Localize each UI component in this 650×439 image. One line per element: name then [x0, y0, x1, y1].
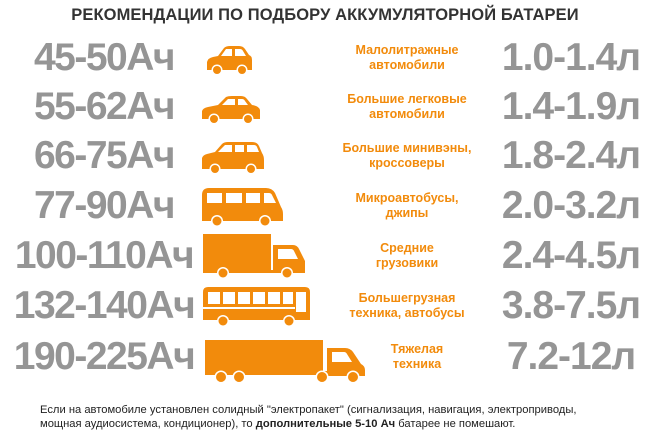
- vehicle-class-line1: Тяжелая: [390, 342, 444, 356]
- vehicle-class: Микроавтобусы, джипы: [322, 181, 492, 231]
- engine-volume: 1.0-1.4л: [501, 36, 641, 79]
- engine-volume: 7.2-12л: [506, 335, 636, 378]
- recommendation-row: 190-225Ач Тяжелая техника 7.2-12л: [0, 332, 650, 384]
- capacity-value: 66-75Ач: [33, 134, 176, 177]
- footnote: Если на автомобиле установлен солидный "…: [40, 403, 620, 431]
- footnote-line2: мощная аудиосистема, кондиционер), то до…: [40, 417, 620, 431]
- recommendation-row: 132-140Ач Большегрузная техника, автобус…: [0, 281, 650, 331]
- vehicle-class: Малолитражные автомобили: [322, 33, 492, 83]
- vehicle-class-line2: кроссоверы: [369, 156, 445, 170]
- vehicle-class: Большегрузная техника, автобусы: [322, 281, 492, 331]
- capacity-value: 55-62Ач: [33, 85, 176, 128]
- engine-volume: 1.8-2.4л: [501, 134, 641, 177]
- vehicle-class-line2: автомобили: [369, 58, 445, 72]
- capacity-value: 190-225Ач: [13, 335, 196, 378]
- footnote-line2-prefix: мощная аудиосистема, кондиционер), то: [40, 418, 256, 430]
- capacity-value: 77-90Ач: [33, 184, 176, 227]
- recommendation-row: 100-110Ач Средние грузовики 2.4-4.5л: [0, 231, 650, 281]
- recommendation-row: 45-50Ач Малолитражные автомобили 1.0-1.4…: [0, 33, 650, 83]
- semi-truck-icon: [203, 332, 381, 384]
- vehicle-class: Большие легковые автомобили: [322, 82, 492, 132]
- vehicle-class-line2: джипы: [385, 206, 429, 220]
- engine-volume: 3.8-7.5л: [501, 284, 641, 327]
- capacity-value: 100-110Ач: [14, 234, 195, 277]
- page-title: РЕКОМЕНДАЦИИ ПО ПОДБОРУ АККУМУЛЯТОРНОЙ Б…: [71, 6, 579, 24]
- recommendation-row: 55-62Ач Большие легковые автомобили 1.4-…: [0, 82, 650, 132]
- minivan-icon: [199, 131, 267, 181]
- truck-icon: [201, 231, 309, 281]
- capacity-value: 45-50Ач: [33, 36, 176, 79]
- engine-volume: 2.4-4.5л: [501, 234, 641, 277]
- footnote-line2-suffix: батарее не помешают.: [395, 418, 516, 430]
- vehicle-class-line2: техника: [392, 357, 442, 371]
- vehicle-class: Большие минивэны, кроссоверы: [322, 131, 492, 181]
- microbus-icon: [198, 181, 286, 231]
- vehicle-class-line2: грузовики: [375, 256, 439, 270]
- vehicle-class: Тяжелая техника: [332, 332, 502, 382]
- recommendation-row: 77-90Ач Микроавтобусы, джипы 2.0-3.2л: [0, 181, 650, 231]
- vehicle-class-line2: техника, автобусы: [349, 306, 465, 320]
- vehicle-class-line1: Средние: [380, 241, 434, 255]
- sedan-icon: [199, 82, 263, 132]
- vehicle-class-line1: Большие легковые: [347, 92, 467, 106]
- engine-volume: 2.0-3.2л: [501, 184, 641, 227]
- recommendation-row: 66-75Ач Большие минивэны, кроссоверы 1.8…: [0, 131, 650, 181]
- small-car-icon: [203, 33, 255, 83]
- vehicle-class-line1: Микроавтобусы,: [355, 191, 459, 205]
- vehicle-class-line2: автомобили: [369, 107, 445, 121]
- engine-volume: 1.4-1.9л: [501, 85, 641, 128]
- footnote-line1: Если на автомобиле установлен солидный "…: [40, 404, 577, 416]
- bus-icon: [201, 281, 313, 331]
- footnote-highlight: дополнительные 5-10 Ач: [255, 418, 396, 430]
- capacity-value: 132-140Ач: [13, 284, 196, 327]
- vehicle-class-line1: Малолитражные: [355, 43, 459, 57]
- vehicle-class: Средние грузовики: [322, 231, 492, 281]
- vehicle-class-line1: Большие минивэны,: [342, 141, 472, 155]
- vehicle-class-line1: Большегрузная: [358, 291, 456, 305]
